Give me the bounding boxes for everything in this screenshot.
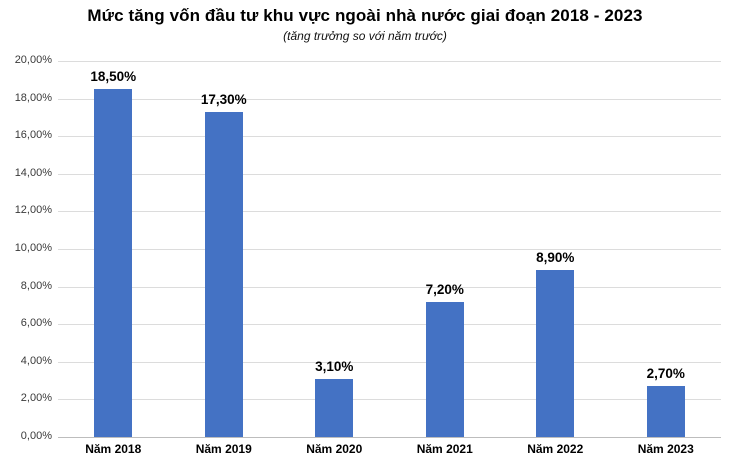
- bar-value-label: 7,20%: [425, 281, 464, 297]
- gridline: [58, 61, 721, 62]
- x-axis-tick-label: Năm 2023: [637, 442, 694, 456]
- y-axis-tick-label: 6,00%: [20, 317, 52, 330]
- gridline: [58, 173, 721, 175]
- gridline: [58, 98, 721, 100]
- bar-năm-2021: [425, 301, 464, 437]
- bar-năm-2019: [204, 111, 243, 437]
- bar-năm-2023: [646, 386, 685, 437]
- plot-area: 18,50% 17,30% 3,10% 7,20% 8,90% 2,70%: [58, 61, 721, 438]
- y-axis-tick-label: 2,00%: [20, 392, 52, 405]
- y-axis: 0,00% 2,00% 4,00% 6,00% 8,00% 10,00% 12,00% 14,…: [0, 54, 52, 442]
- gridline: [58, 136, 721, 138]
- y-axis-tick-label: 12,00%: [14, 204, 52, 217]
- bar-value-label: 18,50%: [90, 69, 137, 85]
- x-axis-tick-label: Năm 2020: [306, 442, 363, 456]
- x-axis: Năm 2018 Năm 2019 Năm 2020 Năm 2021 Năm 2022…: [58, 442, 721, 458]
- gridline: [58, 249, 721, 250]
- chart-subtitle: (tăng trưởng so với năm trước): [283, 29, 447, 43]
- x-axis-tick-label: Năm 2022: [527, 442, 584, 456]
- y-axis-tick-label: 0,00%: [20, 430, 52, 442]
- y-axis-tick-label: 18,00%: [14, 91, 52, 104]
- gridline: [58, 399, 721, 401]
- bar-value-label: 3,10%: [315, 358, 354, 374]
- bar-value-label: 8,90%: [536, 249, 575, 265]
- gridline: [58, 324, 721, 326]
- y-axis-tick-label: 4,00%: [20, 354, 52, 367]
- gridline: [58, 361, 721, 363]
- x-axis-tick-label: Năm 2021: [416, 442, 473, 456]
- gridline: [58, 437, 721, 438]
- chart-title: Mức tăng vốn đầu tư khu vực ngoài nhà nư…: [87, 6, 643, 25]
- bar-năm-2020: [315, 378, 354, 437]
- gridline: [58, 286, 721, 288]
- bar-năm-2018: [94, 89, 133, 437]
- x-axis-tick-label: Năm 2018: [85, 442, 142, 456]
- bar-năm-2022: [536, 269, 575, 437]
- bar-value-label: 17,30%: [200, 91, 247, 107]
- y-axis-tick-label: 16,00%: [14, 129, 52, 142]
- y-axis-tick-label: 10,00%: [14, 242, 52, 254]
- bar-value-label: 2,70%: [646, 366, 685, 382]
- gridline: [58, 211, 721, 213]
- y-axis-tick-label: 20,00%: [14, 54, 52, 66]
- x-axis-tick-label: Năm 2019: [195, 442, 252, 456]
- y-axis-tick-label: 14,00%: [14, 166, 52, 179]
- y-axis-tick-label: 8,00%: [20, 279, 52, 292]
